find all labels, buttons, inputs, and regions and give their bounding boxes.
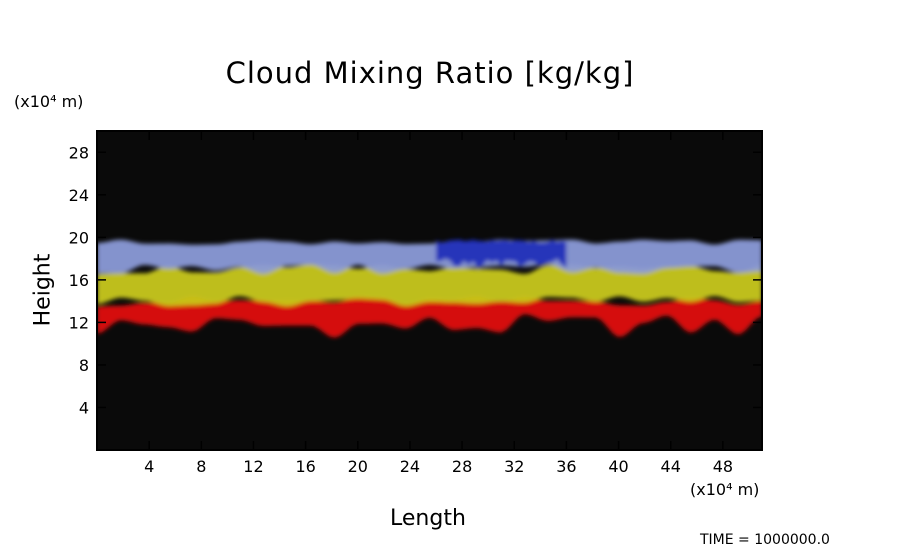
y-tick-label: 24 bbox=[69, 186, 89, 205]
x-tick-label: 24 bbox=[400, 457, 420, 476]
x-tick-label: 36 bbox=[556, 457, 576, 476]
plot-area bbox=[97, 131, 762, 450]
x-tick-label: 28 bbox=[452, 457, 472, 476]
y-tick-label: 4 bbox=[79, 398, 89, 417]
y-tick-label: 20 bbox=[69, 228, 89, 247]
y-axis-units: (x10⁴ m) bbox=[14, 92, 84, 111]
cloud-layer bbox=[97, 264, 762, 307]
x-tick-label: 20 bbox=[348, 457, 368, 476]
cloud-layers bbox=[97, 239, 762, 338]
x-tick-label: 12 bbox=[243, 457, 263, 476]
chart-title: Cloud Mixing Ratio [kg/kg] bbox=[225, 56, 635, 90]
cloud-layer bbox=[97, 239, 762, 274]
y-tick-label: 16 bbox=[69, 271, 89, 290]
plot-frame bbox=[96, 130, 763, 451]
y-tick-label: 12 bbox=[69, 313, 89, 332]
x-axis-label: Length bbox=[390, 506, 466, 531]
x-tick-label: 48 bbox=[713, 457, 733, 476]
x-axis-units: (x10⁴ m) bbox=[690, 480, 760, 499]
x-tick-label: 44 bbox=[661, 457, 681, 476]
y-tick-label: 8 bbox=[79, 356, 89, 375]
cloud-layer bbox=[436, 239, 567, 269]
y-tick-label: 28 bbox=[69, 143, 89, 162]
x-tick-label: 32 bbox=[504, 457, 524, 476]
cloud-layer bbox=[97, 296, 762, 338]
x-tick-label: 40 bbox=[608, 457, 628, 476]
x-tick-label: 4 bbox=[144, 457, 154, 476]
x-tick-label: 8 bbox=[196, 457, 206, 476]
x-tick-label: 16 bbox=[295, 457, 315, 476]
